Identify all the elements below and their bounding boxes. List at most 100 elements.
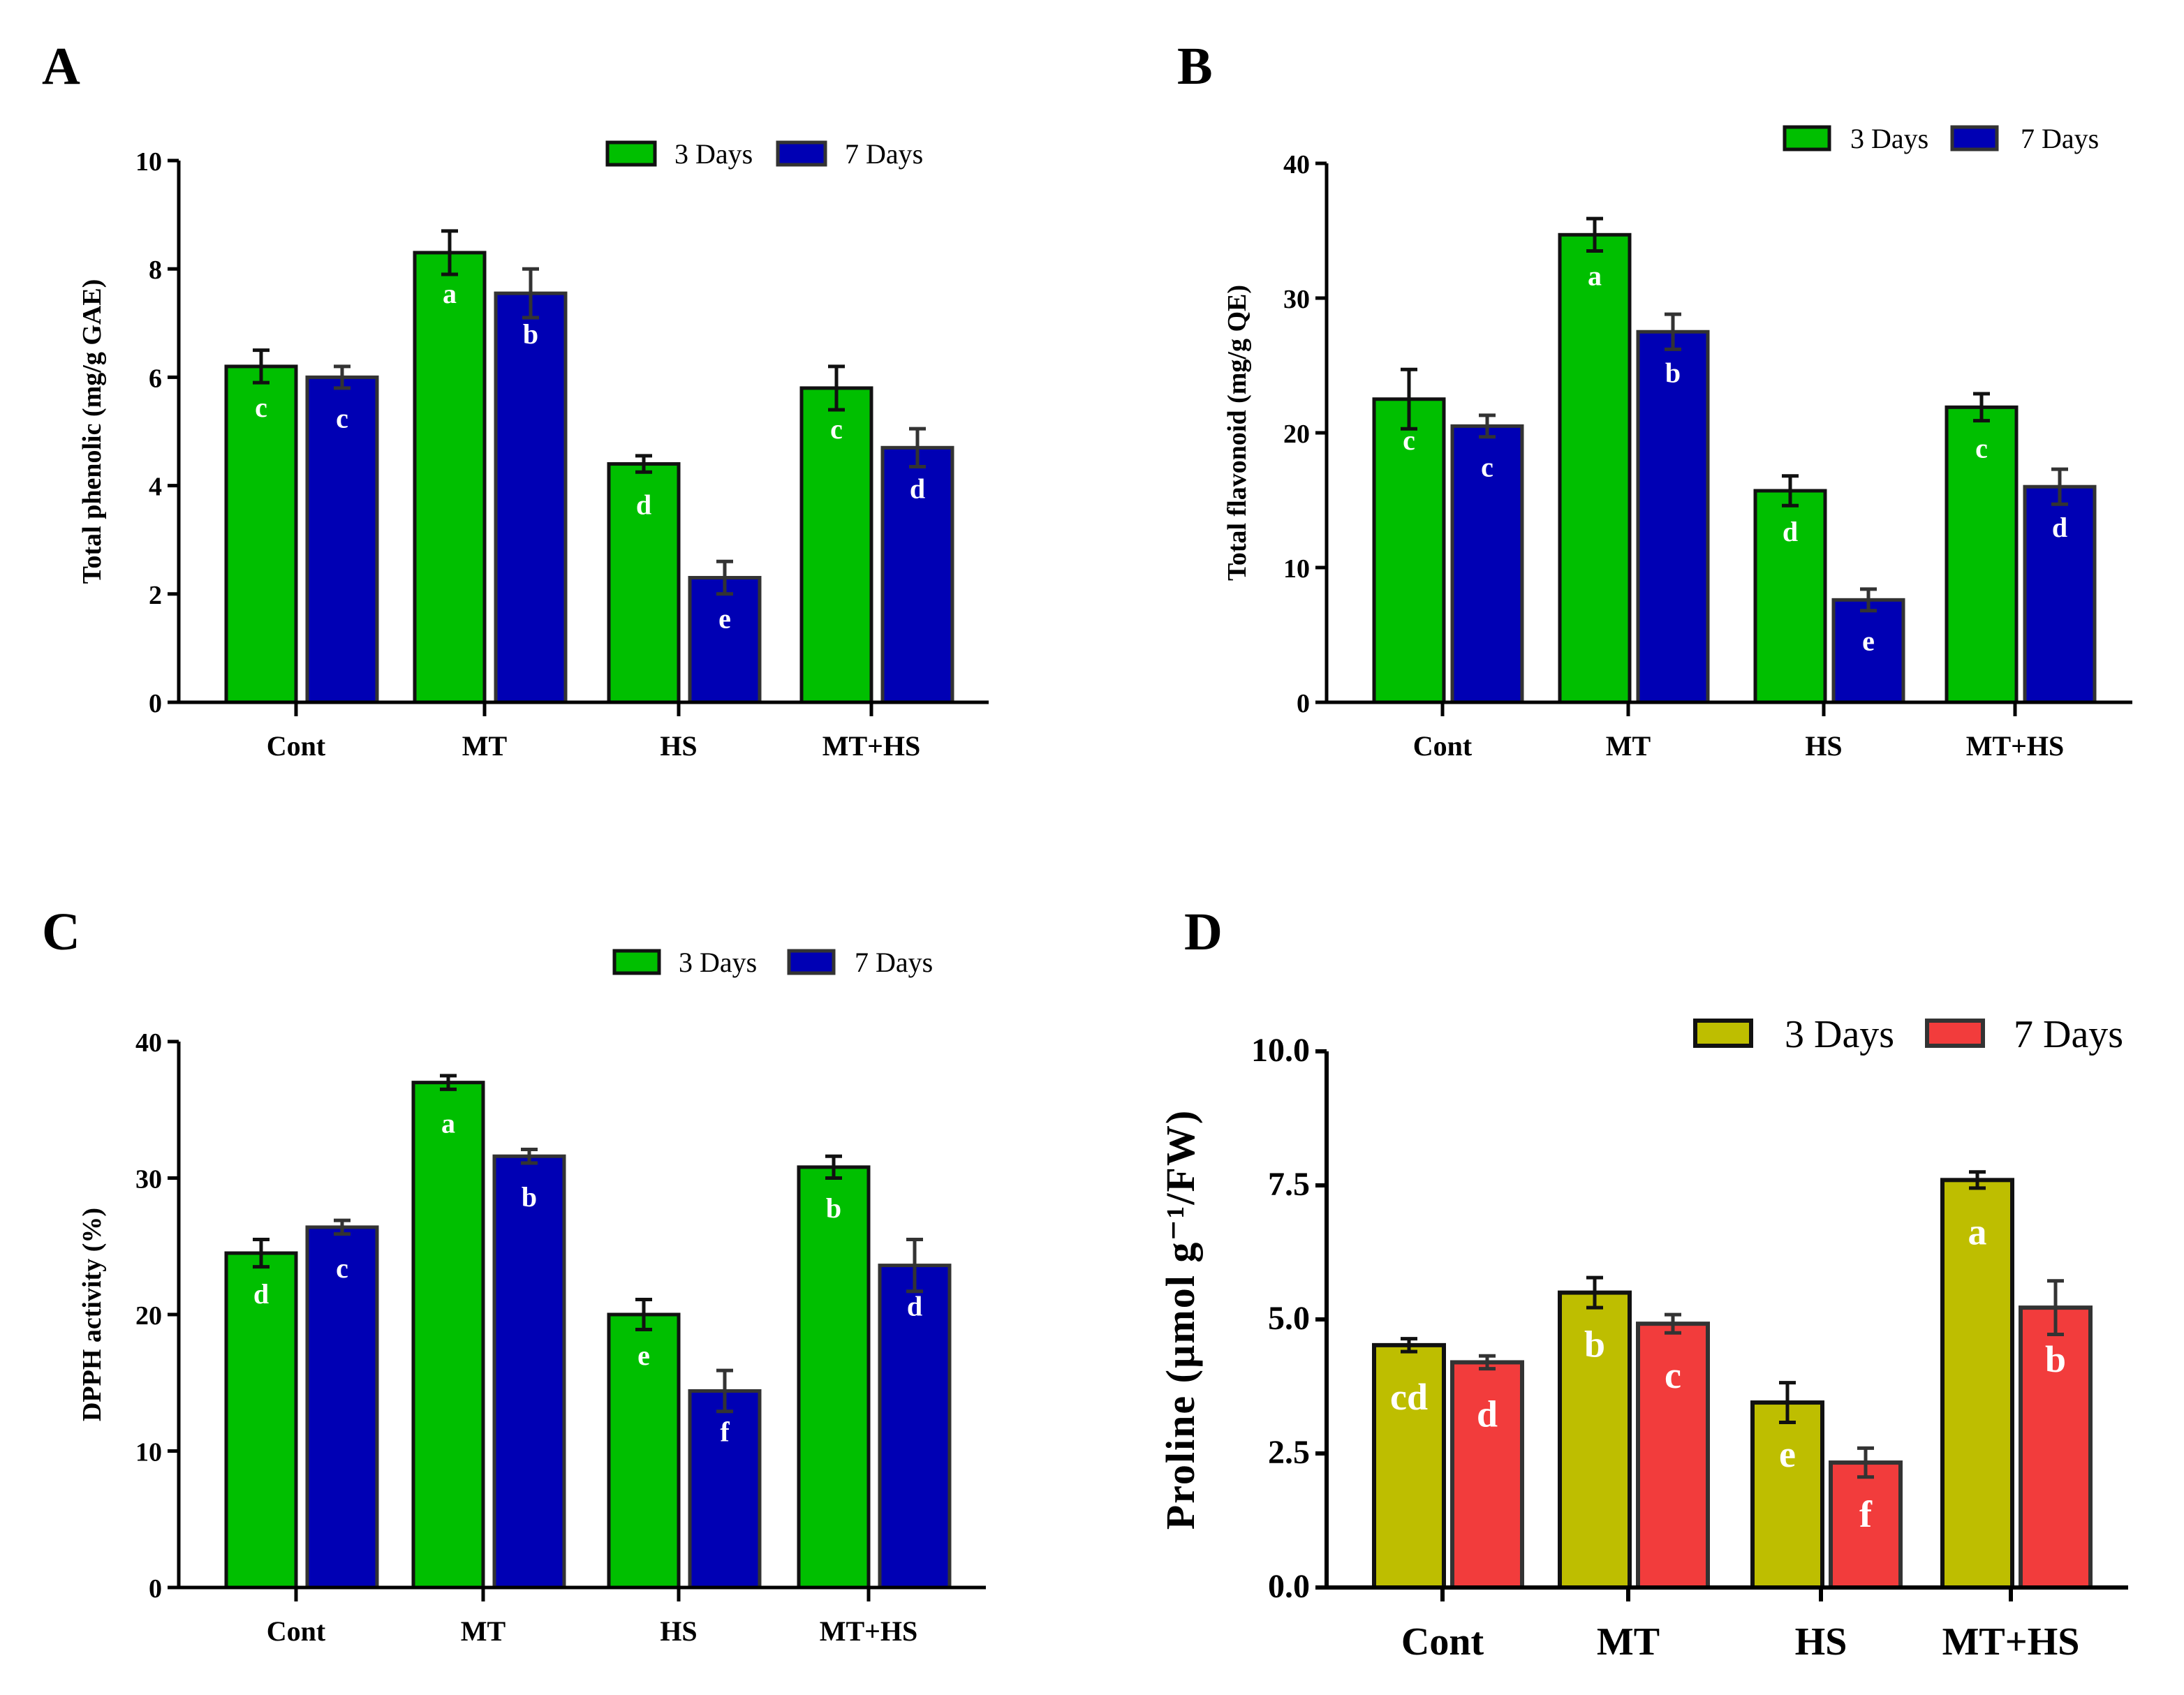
x-tick-label: HS [660,1615,697,1647]
error-bar [521,1147,538,1165]
x-tick-label: HS [1795,1620,1847,1664]
legend-label: 3 Days [1850,123,1928,154]
error-bar [1401,367,1417,431]
bar-7-days-mt [1636,1322,1710,1590]
significance-letter: c [1665,1354,1681,1396]
significance-letter: d [253,1278,269,1310]
error-bar [1860,587,1877,613]
significance-letter: b [523,318,538,350]
legend-swatch [1693,1019,1753,1048]
legend-label: 3 Days [674,138,753,170]
bar-3-days-mt [1558,232,1632,704]
error-bar [334,364,351,390]
significance-letter: c [336,1252,348,1284]
error-bar [253,1237,270,1269]
bar-7-days-mt [1636,330,1710,704]
y-tick-label: 10 [1283,554,1310,584]
significance-letter: a [443,278,457,309]
significance-letter: c [1481,451,1493,482]
significance-letter: c [255,392,267,423]
error-bar [635,1297,652,1332]
significance-letter: e [1779,1433,1796,1475]
y-axis-label: Proline (µmol g⁻¹/FW) [1158,1109,1203,1530]
error-bar [909,427,926,468]
legend-label: 7 Days [845,138,923,170]
x-tick-label: MT [1606,730,1651,762]
significance-letter: c [1403,424,1415,456]
error-bar [1782,474,1799,508]
error-bar [1586,216,1603,253]
error-bar [1401,1337,1417,1354]
y-tick-label: 7.5 [1268,1166,1310,1203]
x-tick-label: MT+HS [822,730,921,762]
significance-letter: a [441,1108,455,1139]
y-tick-label: 0 [149,1574,162,1604]
bar-3-days-cont [1372,397,1446,704]
panel-d: Dcd b e a d c f b 0.0 2.5 5.0 7.5 10.0 Cont MT HS MT+HS P… [1158,903,2128,1664]
error-bar [635,454,652,474]
error-bar [716,559,733,596]
x-tick-label: MT+HS [1942,1620,2080,1664]
panel-label: A [42,37,80,96]
significance-letter: cd [1390,1376,1428,1418]
error-bar [1779,1381,1796,1424]
error-bar [1665,312,1681,351]
x-tick-label: MT+HS [820,1615,918,1647]
y-axis-label: DPPH activity (%) [78,1208,107,1421]
significance-letter: d [636,489,651,521]
significance-letter: c [830,413,843,445]
panel-c: Cd a e b c b f d 0 10 20 30 40 Cont MT HS MT+HS DPPH acti… [42,903,986,1647]
y-tick-label: 2.5 [1268,1434,1310,1471]
x-tick-label: MT+HS [1966,730,2065,762]
legend-label: 3 Days [679,947,757,978]
y-tick-label: 10.0 [1251,1032,1310,1069]
error-bar [522,267,539,320]
x-tick-label: HS [1805,730,1842,762]
y-tick-label: 2 [149,581,162,610]
x-tick-label: MT [461,1615,506,1647]
legend-label: 7 Days [855,947,933,978]
significance-letter: b [2045,1338,2066,1380]
panel-label: C [42,903,80,961]
error-bar [253,348,270,385]
y-tick-label: 30 [135,1165,162,1194]
error-bar [441,229,458,276]
y-axis-label: Total flavonoid (mg/g QE) [1223,285,1252,581]
significance-letter: d [1477,1393,1498,1435]
error-bar [1857,1446,1874,1479]
bar-3-days-hs [1750,1400,1824,1590]
significance-letter: e [1862,625,1875,656]
y-tick-label: 10 [135,1438,162,1467]
panel-label: D [1184,903,1223,961]
y-tick-label: 8 [149,256,162,285]
significance-letter: b [522,1181,537,1213]
bar-3-days-cont [224,364,298,704]
y-tick-label: 20 [135,1301,162,1331]
y-tick-label: 10 [135,147,162,177]
significance-letter: d [1783,516,1798,547]
significance-letter: a [1588,260,1602,291]
significance-letter: f [720,1416,730,1447]
error-bar [906,1237,923,1294]
significance-letter: f [1859,1493,1873,1535]
x-tick-label: MT [1597,1620,1660,1664]
bar-3-days-mt+hs [1940,1178,2014,1590]
x-tick-label: Cont [1413,730,1473,762]
error-bar [1973,392,1990,423]
legend-label: 7 Days [2014,1013,2123,1056]
significance-letter: e [718,603,731,635]
significance-letter: c [336,402,348,434]
bar-7-days-mt [494,291,568,704]
y-tick-label: 0 [149,689,162,718]
bar-7-days-mt [492,1154,566,1590]
error-bar [440,1074,457,1091]
error-bar [825,1154,842,1180]
significance-letter: a [1968,1211,1987,1252]
legend-label: 7 Days [2021,123,2099,154]
bar-7-days-cont [1450,1360,1524,1590]
legend-label: 3 Days [1785,1013,1894,1056]
significance-letter: d [910,473,925,504]
panel-b: Bc a d c c b e d 0 10 20 30 40 Cont MT HS MT+HS Total fla… [1177,37,2132,762]
error-bar [716,1368,733,1414]
